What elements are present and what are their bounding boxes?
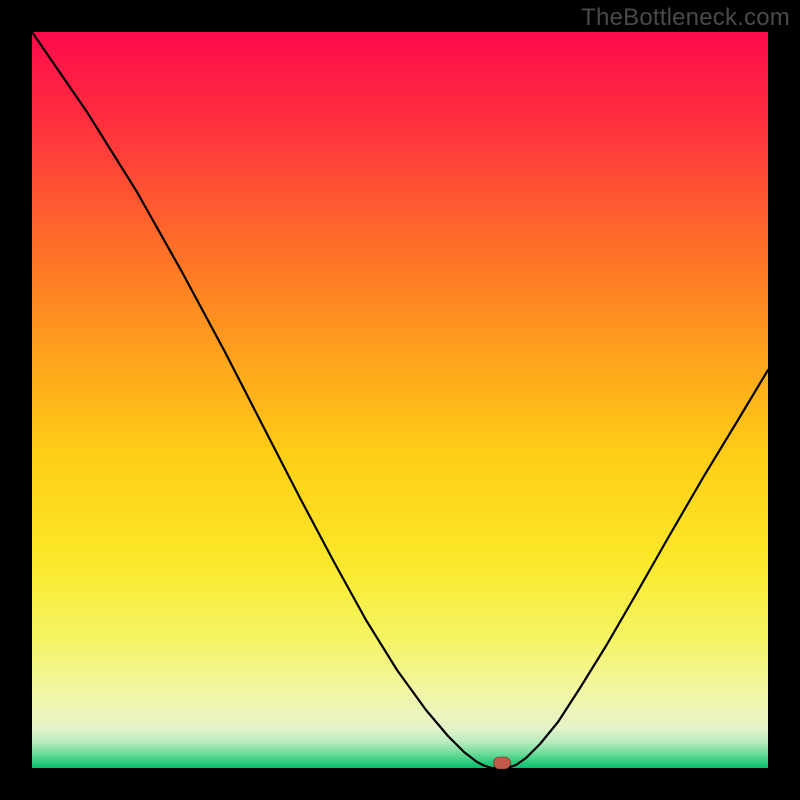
plot-background <box>32 32 768 768</box>
bottleneck-chart <box>0 0 800 800</box>
optimal-marker <box>494 757 511 769</box>
chart-frame: TheBottleneck.com <box>0 0 800 800</box>
watermark-text: TheBottleneck.com <box>581 4 790 32</box>
